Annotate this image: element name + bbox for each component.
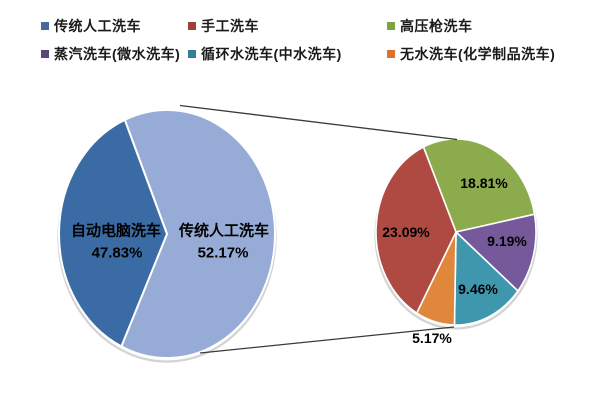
main-pie-slice-1 — [58, 118, 168, 348]
legend-label: 蒸汽洗车(微水洗车) — [54, 46, 181, 62]
main-pie-pct-0: 52.17% — [198, 245, 249, 262]
legend-item: 手工洗车 — [188, 18, 259, 34]
legend-label: 高压枪洗车 — [400, 18, 473, 34]
secondary-pie-slice-0 — [422, 138, 536, 233]
legend-swatch-icon — [387, 22, 395, 30]
legend-swatch-icon — [387, 50, 395, 58]
legend-item: 循环水洗车(中水洗车) — [188, 46, 342, 62]
legend-item: 蒸汽洗车(微水洗车) — [41, 46, 180, 62]
legend-swatch-icon — [41, 50, 49, 58]
secondary-pie-slice-4 — [375, 146, 457, 314]
legend-swatch-icon — [188, 22, 196, 30]
legend-label: 手工洗车 — [201, 18, 259, 34]
legend: 传统人工洗车 手工洗车 高压枪洗车 蒸汽洗车(微水洗车) 循环水洗车(中水洗车)… — [0, 0, 600, 80]
legend-item: 传统人工洗车 — [41, 18, 141, 34]
main-pie-slice-0 — [120, 109, 276, 359]
secondary-pie-pct-4: 23.09% — [382, 224, 430, 240]
secondary-pie-slice-1 — [455, 213, 537, 292]
legend-label: 循环水洗车(中水洗车) — [201, 46, 342, 62]
secondary-pie-pct-1: 9.19% — [487, 233, 527, 249]
connector-line-top — [179, 104, 458, 141]
secondary-pie-slice-2 — [453, 231, 519, 326]
legend-label: 无水洗车(化学制品洗车) — [400, 46, 556, 62]
secondary-pie-pct-2: 9.46% — [458, 281, 498, 297]
main-pie-pct-1: 47.83% — [92, 245, 143, 262]
legend-swatch-icon — [188, 50, 196, 58]
secondary-pie-pct-0: 18.81% — [460, 175, 508, 191]
legend-swatch-icon — [41, 22, 49, 30]
secondary-pie-pct-3: 5.17% — [412, 330, 452, 346]
legend-item: 高压枪洗车 — [387, 18, 473, 34]
legend-item: 无水洗车(化学制品洗车) — [387, 46, 555, 62]
main-pie-label-0: 传统人工洗车 — [178, 222, 269, 240]
legend-label: 传统人工洗车 — [54, 18, 141, 34]
connector-line-bottom — [199, 326, 455, 354]
main-pie-label-1: 自动电脑洗车 — [71, 222, 161, 240]
